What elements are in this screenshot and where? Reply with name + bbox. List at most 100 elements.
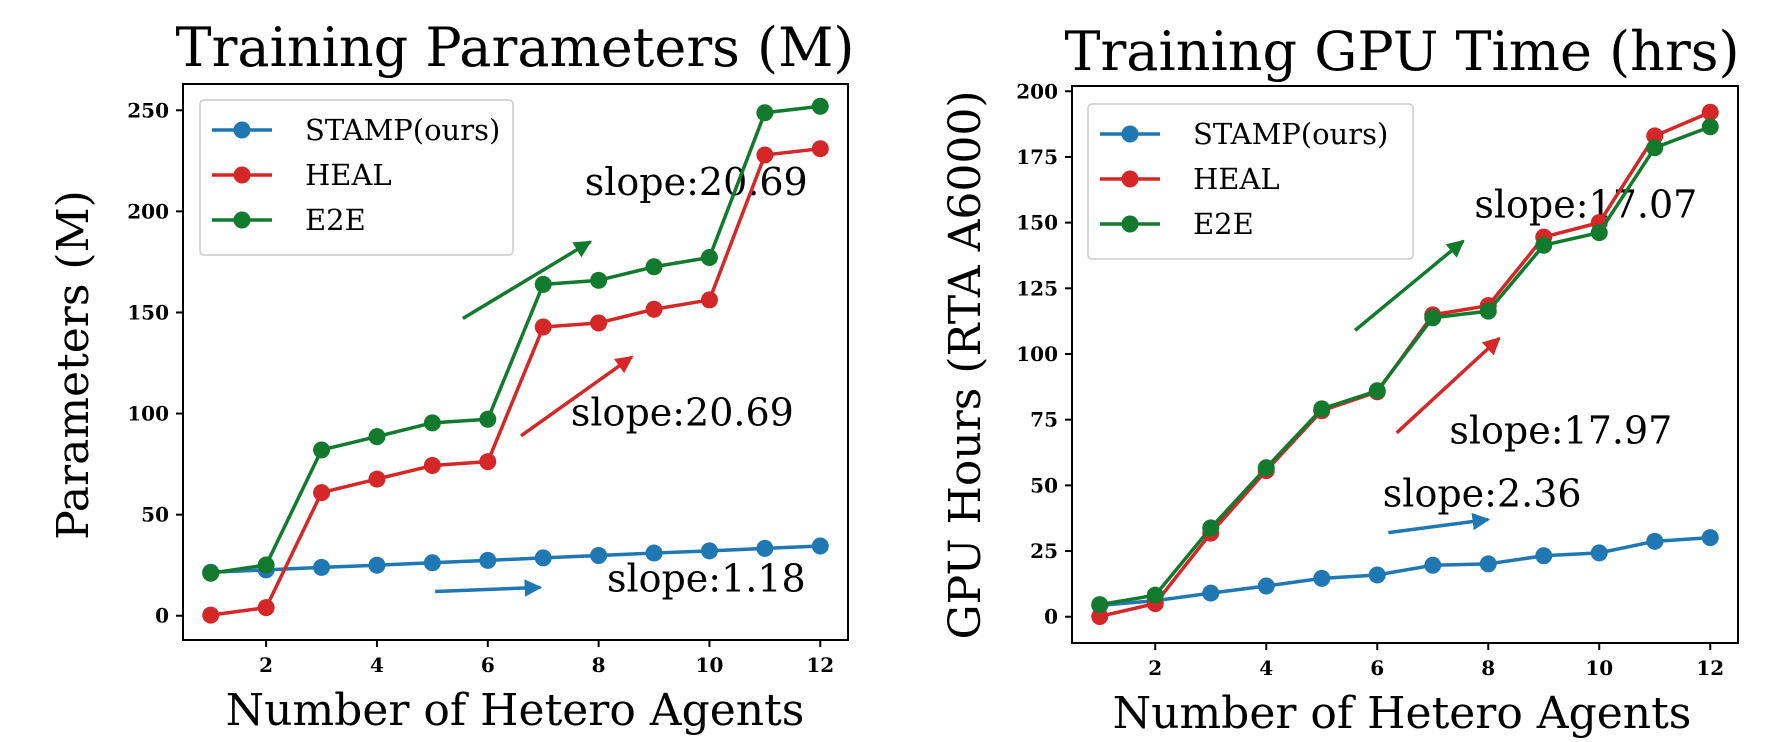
data-point bbox=[257, 599, 275, 617]
y-tick-label: 75 bbox=[1030, 408, 1058, 432]
x-tick-label: 2 bbox=[259, 653, 273, 677]
series-line bbox=[1099, 125, 1711, 607]
y-tick-label: 50 bbox=[141, 503, 169, 527]
x-axis-label: Number of Hetero Agents bbox=[226, 685, 805, 736]
data-point bbox=[1479, 302, 1497, 320]
x-tick-label: 10 bbox=[696, 653, 724, 677]
legend-swatch-marker bbox=[1121, 125, 1139, 143]
legend-label: STAMP(ours) bbox=[1193, 117, 1388, 151]
data-point bbox=[700, 291, 718, 309]
data-point bbox=[1257, 577, 1275, 595]
parameters-chart: Training Parameters (M) Number of Hetero… bbox=[48, 16, 854, 736]
data-point bbox=[1091, 596, 1109, 614]
data-point bbox=[645, 300, 663, 318]
data-point bbox=[1424, 556, 1442, 574]
y-tick-label: 25 bbox=[1030, 539, 1058, 563]
data-point bbox=[534, 318, 552, 336]
legend-label: HEAL bbox=[1193, 162, 1280, 196]
data-point bbox=[1646, 139, 1664, 157]
legend-label: E2E bbox=[1193, 207, 1254, 241]
series-layer bbox=[202, 97, 829, 624]
plot-frame bbox=[182, 83, 849, 641]
legend-label: HEAL bbox=[305, 158, 392, 192]
annotation-arrow bbox=[1388, 512, 1490, 535]
annotation-label: slope:20.69 bbox=[571, 391, 794, 435]
plot-frame bbox=[1071, 85, 1739, 644]
x-tick-label: 2 bbox=[1148, 656, 1162, 680]
legend-swatch-marker bbox=[1121, 215, 1139, 233]
annotation-label: slope:2.36 bbox=[1383, 471, 1582, 515]
data-point bbox=[1313, 400, 1331, 418]
data-point bbox=[1701, 529, 1719, 547]
x-tick-label: 6 bbox=[1370, 656, 1384, 680]
data-point bbox=[1368, 382, 1386, 400]
legend-frame bbox=[1087, 103, 1414, 260]
series-heal bbox=[202, 140, 829, 624]
data-point bbox=[313, 441, 331, 459]
data-point bbox=[534, 549, 552, 567]
data-point bbox=[1368, 566, 1386, 584]
data-point bbox=[811, 140, 829, 158]
data-point bbox=[756, 146, 774, 164]
data-point bbox=[1202, 519, 1220, 537]
data-point bbox=[1646, 532, 1664, 550]
x-axis-label: Number of Hetero Agents bbox=[1113, 688, 1692, 739]
y-tick-label: 200 bbox=[1016, 79, 1058, 103]
annotation-label: slope:17.97 bbox=[1449, 408, 1672, 452]
series-line bbox=[210, 146, 821, 617]
legend-swatch-marker bbox=[1121, 170, 1139, 188]
y-tick-label: 150 bbox=[1016, 211, 1058, 235]
y-tick-label: 250 bbox=[127, 98, 169, 122]
data-point bbox=[1091, 607, 1109, 625]
series-line bbox=[210, 544, 821, 575]
series-line bbox=[210, 104, 821, 576]
legend-label: STAMP(ours) bbox=[305, 113, 500, 147]
data-point bbox=[1202, 584, 1220, 602]
data-point bbox=[700, 542, 718, 560]
annotations: slope:20.69 slope:20.69 slope:1.18 bbox=[435, 160, 808, 600]
data-point bbox=[645, 258, 663, 276]
series-line bbox=[1099, 535, 1711, 608]
data-point bbox=[313, 484, 331, 502]
x-tick-label: 8 bbox=[1481, 656, 1495, 680]
data-point bbox=[590, 314, 608, 332]
data-point bbox=[534, 275, 552, 293]
legend: STAMP(ours) HEAL E2E bbox=[1087, 103, 1414, 260]
y-tick-label: 200 bbox=[127, 199, 169, 223]
axis-ticks: 2 4 6 8 10 12 0 50 100 150 200 250 bbox=[127, 98, 834, 677]
data-point bbox=[202, 564, 220, 582]
y-tick-label: 100 bbox=[127, 402, 169, 426]
data-point bbox=[1479, 555, 1497, 573]
data-point bbox=[257, 556, 275, 574]
axis-ticks: 2 4 6 8 10 12 0 25 50 75 100 125 150 175 200 bbox=[1016, 79, 1724, 680]
chart-title: Training GPU Time (hrs) bbox=[1064, 20, 1739, 83]
data-point bbox=[645, 544, 663, 562]
data-point bbox=[811, 97, 829, 115]
data-point bbox=[479, 410, 497, 428]
data-point bbox=[1535, 236, 1553, 254]
chart-title: Training Parameters (M) bbox=[176, 16, 855, 79]
y-tick-label: 100 bbox=[1016, 342, 1058, 366]
data-point bbox=[1313, 569, 1331, 587]
annotation-arrow bbox=[435, 579, 543, 597]
data-point bbox=[756, 104, 774, 122]
annotations: slope:17.07 slope:17.97 slope:2.36 bbox=[1353, 182, 1697, 535]
data-point bbox=[1257, 459, 1275, 477]
y-tick-label: 0 bbox=[1044, 605, 1058, 629]
data-point bbox=[479, 453, 497, 471]
data-point bbox=[479, 551, 497, 569]
x-tick-label: 4 bbox=[370, 653, 384, 677]
y-tick-label: 150 bbox=[127, 300, 169, 324]
y-tick-label: 175 bbox=[1016, 145, 1058, 169]
data-point bbox=[700, 248, 718, 266]
x-tick-label: 10 bbox=[1585, 656, 1613, 680]
data-point bbox=[811, 537, 829, 555]
data-point bbox=[1590, 544, 1608, 562]
annotation-arrow bbox=[1353, 239, 1465, 332]
data-point bbox=[590, 546, 608, 564]
data-point bbox=[423, 554, 441, 572]
y-tick-label: 50 bbox=[1030, 473, 1058, 497]
data-point bbox=[1701, 103, 1719, 121]
annotation-label: slope:17.07 bbox=[1474, 182, 1697, 226]
